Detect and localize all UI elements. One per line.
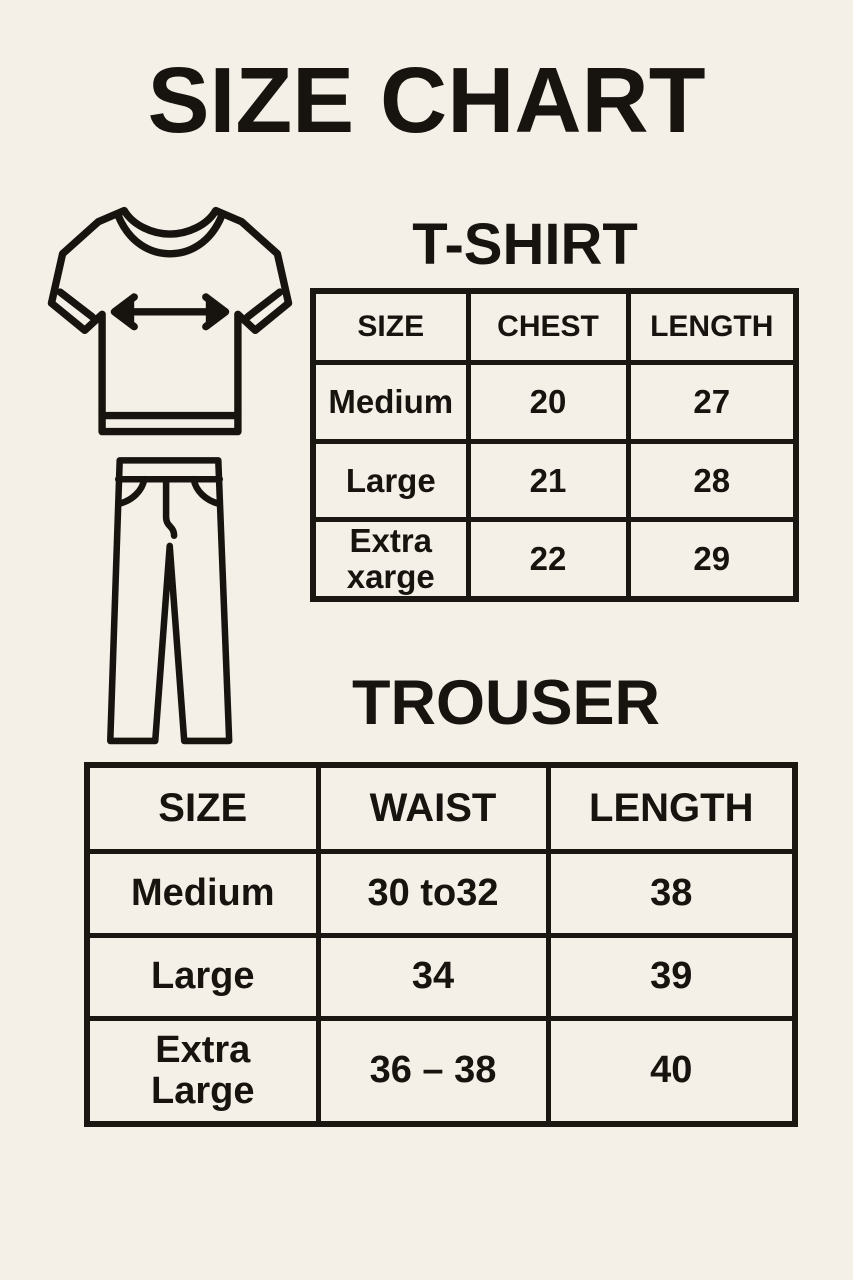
trouser-cell-waist: 36 – 38 xyxy=(315,1016,551,1127)
trouser-cell-size: Extra Large xyxy=(84,1016,321,1127)
trousers-right-pocket-line xyxy=(190,475,223,508)
tshirt-header-size: SIZE xyxy=(310,288,471,365)
trouser-section-heading: TROUSER xyxy=(351,668,661,738)
trouser-cell-length: 40 xyxy=(545,1016,798,1127)
tshirt-right-cuff-line xyxy=(244,288,284,321)
page-title: SIZE CHART xyxy=(147,48,706,152)
tshirt-icon-svg xyxy=(47,206,293,436)
tshirt-size-table: SIZE CHEST LENGTH Medium 20 27 Large 21 … xyxy=(310,288,799,602)
trouser-table-header-row: SIZE WAIST LENGTH xyxy=(84,762,798,854)
tshirt-header-length: LENGTH xyxy=(625,288,799,365)
tshirt-body-outline xyxy=(47,206,293,436)
tshirt-header-chest: CHEST xyxy=(465,288,631,365)
trouser-size-table: SIZE WAIST LENGTH Medium 30 to32 38 Larg… xyxy=(84,762,798,1127)
tshirt-row-medium: Medium 20 27 xyxy=(310,360,799,444)
tshirt-icon xyxy=(46,197,294,439)
trousers-icon-svg xyxy=(107,457,233,745)
tshirt-table-header-row: SIZE CHEST LENGTH xyxy=(310,288,799,365)
trousers-icon xyxy=(94,456,244,746)
tshirt-cell-size: Extra xarge xyxy=(310,517,471,602)
trouser-cell-size: Large xyxy=(84,933,321,1021)
trouser-header-waist: WAIST xyxy=(315,762,551,854)
chest-width-arrow-icon xyxy=(110,293,230,331)
tshirt-cell-chest: 22 xyxy=(465,517,631,602)
tshirt-cell-size: Medium xyxy=(310,360,471,444)
trouser-cell-length: 39 xyxy=(545,933,798,1021)
trouser-cell-waist: 34 xyxy=(315,933,551,1021)
trouser-row-extra-large: Extra Large 36 – 38 40 xyxy=(84,1016,798,1127)
tshirt-row-large: Large 21 28 xyxy=(310,439,799,522)
trousers-left-pocket-line xyxy=(115,475,148,508)
trouser-cell-size: Medium xyxy=(84,849,321,938)
tshirt-row-extra-large: Extra xarge 22 29 xyxy=(310,517,799,602)
tshirt-left-cuff-line xyxy=(56,288,96,321)
tshirt-cell-length: 29 xyxy=(625,517,799,602)
tshirt-cell-chest: 20 xyxy=(465,360,631,444)
trouser-header-length: LENGTH xyxy=(545,762,798,854)
tshirt-cell-size: Large xyxy=(310,439,471,522)
tshirt-cell-length: 28 xyxy=(625,439,799,522)
tshirt-collar-line xyxy=(114,211,226,258)
tshirt-cell-length: 27 xyxy=(625,360,799,444)
trousers-outline-path xyxy=(107,457,233,745)
trouser-row-medium: Medium 30 to32 38 xyxy=(84,849,798,938)
trouser-header-size: SIZE xyxy=(84,762,321,854)
trouser-cell-length: 38 xyxy=(545,849,798,938)
trouser-cell-waist: 30 to32 xyxy=(315,849,551,938)
trousers-fly-line xyxy=(162,475,178,540)
trouser-row-large: Large 34 39 xyxy=(84,933,798,1021)
tshirt-cell-chest: 21 xyxy=(465,439,631,522)
tshirt-section-heading: T-SHIRT xyxy=(412,212,638,277)
